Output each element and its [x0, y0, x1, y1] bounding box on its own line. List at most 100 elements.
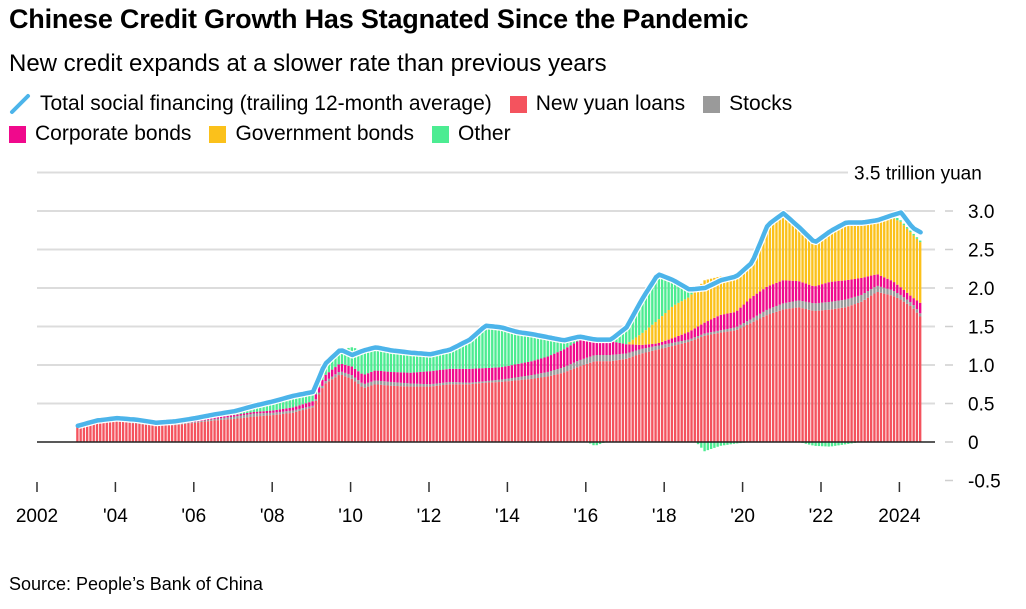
bar-segment-government-bonds: [778, 219, 781, 282]
bar-segment-new-yuan-loans: [138, 423, 141, 442]
bar-segment-corporate-bonds: [386, 371, 389, 382]
bar-segment-stocks: [246, 414, 249, 418]
bar-segment-corporate-bonds: [870, 275, 873, 290]
bar-segment-corporate-bonds: [569, 345, 572, 365]
bar-segment-stocks: [219, 418, 223, 420]
bar-segment-other: [628, 321, 631, 342]
bar-segment-new-yuan-loans: [295, 411, 298, 442]
bar-segment-stocks: [772, 307, 775, 313]
bar-segment-new-yuan-loans: [233, 418, 236, 442]
bar-segment-other: [272, 401, 275, 411]
bar-segment-new-yuan-loans: [647, 351, 651, 442]
bar-segment-stocks: [683, 340, 687, 343]
bar-segment-corporate-bonds: [899, 287, 902, 295]
bar-segment-corporate-bonds: [373, 370, 376, 381]
bar-segment-other: [340, 349, 344, 364]
bar-segment-other: [268, 401, 272, 411]
bar-segment-new-yuan-loans: [353, 381, 357, 442]
bar-segment-stocks: [589, 356, 592, 363]
bar-segment-new-yuan-loans: [366, 386, 370, 442]
bar-segment-new-yuan-loans: [569, 369, 572, 442]
bar-segment-new-yuan-loans: [425, 386, 429, 442]
bar-segment-stocks: [386, 381, 389, 386]
bar-segment-new-yuan-loans: [821, 310, 824, 442]
bar-segment-corporate-bonds: [644, 344, 647, 349]
bar-segment-other: [533, 334, 536, 361]
bar-segment-corporate-bonds: [798, 281, 801, 301]
bar-segment-stocks: [216, 418, 220, 421]
bar-segment-other: [817, 442, 821, 447]
bar-segment-corporate-bonds: [700, 324, 703, 335]
bar-segment-other: [422, 353, 425, 372]
bar-segment-new-yuan-loans: [775, 311, 778, 442]
bar-segment-new-yuan-loans: [562, 372, 566, 442]
bar-segment-stocks: [824, 302, 827, 311]
bar-segment-corporate-bonds: [687, 332, 690, 340]
bar-segment-stocks: [641, 348, 644, 354]
bar-segment-stocks: [321, 385, 324, 389]
bar-segment-new-yuan-loans: [543, 377, 546, 442]
bar-segment-other: [641, 297, 644, 333]
bar-segment-new-yuan-loans: [255, 416, 259, 442]
bar-segment-corporate-bonds: [229, 415, 233, 417]
bar-segment-government-bonds: [827, 234, 830, 283]
bar-segment-corporate-bonds: [585, 338, 589, 358]
bar-segment-stocks: [422, 383, 425, 387]
bar-segment-new-yuan-loans: [347, 377, 350, 442]
x-tick-label: 2024: [878, 506, 921, 527]
bar-segment-government-bonds: [713, 277, 716, 318]
bar-segment-new-yuan-loans: [589, 362, 592, 442]
bar-segment-new-yuan-loans: [383, 385, 386, 442]
y-tick-label: 2.5: [968, 241, 994, 262]
bar-segment-new-yuan-loans: [817, 310, 821, 442]
bar-segment-government-bonds: [745, 266, 749, 302]
bar-segment-stocks: [798, 300, 801, 308]
legend-item-stocks: Stocks: [703, 92, 792, 116]
bar-segment-corporate-bonds: [252, 411, 255, 414]
bar-segment-government-bonds: [732, 275, 736, 313]
bar-segment-government-bonds: [886, 219, 889, 279]
bar-segment-new-yuan-loans: [458, 384, 461, 442]
bar-segment-corporate-bonds: [625, 344, 628, 354]
bar-segment-corporate-bonds: [442, 369, 445, 383]
bar-segment-new-yuan-loans: [644, 352, 647, 442]
bar-segment-corporate-bonds: [425, 371, 429, 385]
bar-segment-corporate-bonds: [219, 416, 223, 419]
bar-segment-stocks: [308, 406, 311, 409]
bar-segment-new-yuan-loans: [788, 308, 791, 442]
bar-segment-stocks: [896, 293, 899, 298]
bar-segment-stocks: [638, 349, 641, 355]
bar-segment-corporate-bonds: [285, 408, 288, 412]
bar-segment-new-yuan-loans: [301, 410, 304, 442]
bar-segment-new-yuan-loans: [772, 312, 775, 442]
swatch-icon: [703, 95, 721, 113]
bar-segment-corporate-bonds: [713, 317, 716, 332]
bar-segment-corporate-bonds: [272, 410, 275, 413]
bar-segment-government-bonds: [660, 316, 664, 342]
bar-segment-stocks: [278, 411, 282, 415]
bar-segment-stocks: [572, 362, 576, 369]
bar-segment-new-yuan-loans: [866, 297, 870, 442]
bar-segment-stocks: [389, 381, 393, 386]
bar-segment-other: [435, 352, 438, 371]
chart-subtitle: New credit expands at a slower rate than…: [9, 50, 607, 77]
bar-segment-new-yuan-loans: [879, 292, 883, 442]
bar-segment-new-yuan-loans: [223, 419, 226, 442]
bar-segment-new-yuan-loans: [830, 309, 834, 442]
bar-segment-other: [288, 396, 291, 408]
bar-segment-stocks: [180, 423, 184, 425]
bar-segment-new-yuan-loans: [530, 378, 533, 442]
bar-segment-corporate-bonds: [223, 416, 226, 418]
bar-segment-stocks: [765, 309, 768, 316]
bar-segment-stocks: [569, 364, 572, 370]
bar-segment-other: [265, 402, 269, 411]
bar-segment-corporate-bonds: [536, 359, 540, 374]
bar-segment-stocks: [419, 383, 422, 387]
bar-segment-government-bonds: [866, 222, 870, 277]
bar-segment-stocks: [262, 413, 265, 416]
bar-segment-stocks: [634, 350, 638, 356]
bar-segment-government-bonds: [667, 309, 670, 340]
bar-segment-stocks: [667, 343, 670, 347]
bar-segment-other: [389, 350, 393, 372]
bar-segment-other: [491, 326, 494, 368]
